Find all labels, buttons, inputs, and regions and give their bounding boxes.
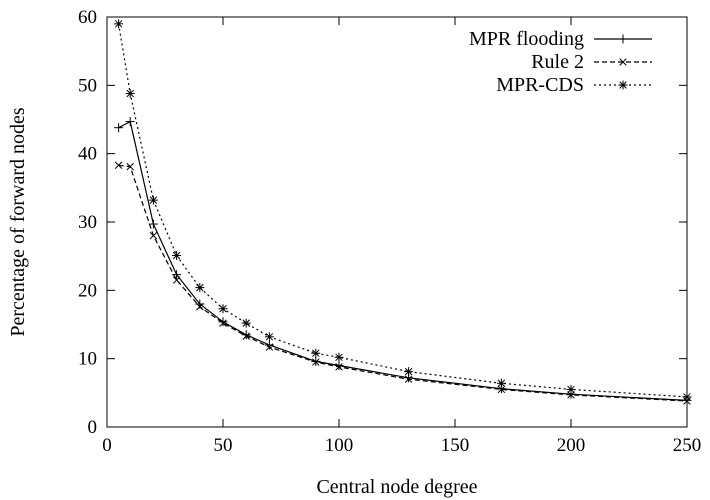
data-point-mpr-cds	[218, 304, 228, 314]
data-point-mpr-cds	[264, 332, 274, 342]
data-point-rule-2	[172, 276, 181, 284]
x-tick-label: 50	[214, 435, 233, 456]
data-point-mpr-cds	[311, 348, 321, 358]
y-tick-label: 40	[78, 144, 97, 165]
data-point-mpr-flooding	[241, 330, 251, 340]
x-axis-title: Central node degree	[316, 476, 477, 498]
x-tick-label: 200	[557, 435, 586, 456]
data-point-mpr-flooding	[218, 317, 228, 327]
series-line-rule-2	[118, 164, 688, 402]
x-tick-label: 250	[673, 435, 702, 456]
data-point-rule-2	[219, 319, 227, 327]
data-point-rule-2	[242, 332, 250, 340]
y-tick-label: 30	[78, 212, 97, 233]
data-point-rule-2	[335, 363, 343, 371]
data-point-mpr-cds	[496, 378, 506, 388]
y-axis-title: Percentage of forward nodes	[7, 107, 29, 337]
data-point-rule-2	[567, 391, 575, 399]
data-point-mpr-cds	[148, 195, 158, 205]
data-point-mpr-cds	[195, 283, 205, 293]
data-point-mpr-cds	[241, 318, 251, 328]
data-point-mpr-flooding	[114, 123, 124, 133]
y-tick-label: 10	[78, 349, 97, 370]
data-point-rule-2	[497, 385, 506, 394]
x-tick-label: 100	[325, 435, 354, 456]
x-tick-label: 0	[102, 435, 112, 456]
y-tick-label: 50	[78, 75, 97, 96]
data-point-rule-2	[126, 162, 134, 171]
y-tick-label: 20	[78, 280, 97, 301]
plot-frame	[106, 16, 688, 428]
data-point-rule-2	[196, 303, 204, 311]
data-point-mpr-cds	[682, 392, 692, 402]
y-tick-label: 60	[78, 7, 97, 28]
data-point-mpr-flooding	[334, 361, 344, 370]
legend-marker-mpr-flooding	[618, 34, 628, 44]
data-point-mpr-flooding	[264, 340, 274, 350]
data-point-rule-2	[114, 161, 123, 170]
data-point-rule-2	[265, 343, 274, 351]
y-tick-label: 0	[88, 417, 98, 438]
data-point-mpr-cds	[114, 19, 124, 29]
data-point-mpr-flooding	[125, 117, 135, 127]
data-point-mpr-cds	[404, 367, 414, 377]
data-point-rule-2	[404, 375, 413, 383]
legend-marker-rule-2	[619, 58, 627, 66]
data-point-mpr-flooding	[148, 219, 158, 229]
data-point-mpr-cds	[566, 384, 576, 394]
data-point-mpr-cds	[125, 89, 135, 99]
data-point-rule-2	[312, 358, 320, 366]
legend-marker-mpr-cds	[618, 80, 628, 90]
series-line-mpr-cds	[118, 23, 688, 398]
data-point-mpr-cds	[172, 250, 182, 260]
series-line-mpr-flooding	[118, 120, 688, 401]
data-point-mpr-cds	[334, 352, 344, 362]
data-point-rule-2	[149, 231, 158, 240]
legend-label-mpr-flooding: MPR flooding	[469, 28, 584, 50]
x-tick-label: 150	[441, 435, 470, 456]
legend-label-mpr-cds: MPR-CDS	[496, 74, 584, 96]
legend-label-rule-2: Rule 2	[531, 51, 584, 73]
